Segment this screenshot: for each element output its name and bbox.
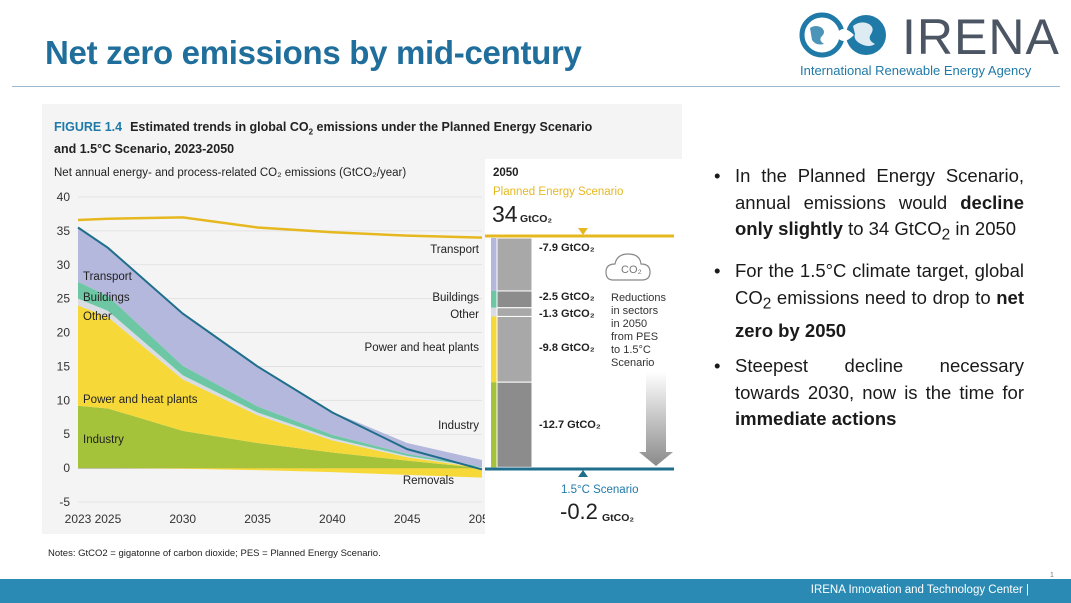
figure-title-line2: and 1.5°C Scenario, 2023-2050: [54, 141, 235, 156]
scenario-line: [77, 226, 483, 471]
reduction-sector-bar: [491, 238, 497, 291]
svg-text:to 1.5°C: to 1.5°C: [611, 344, 651, 356]
right-label-other: Other: [450, 309, 479, 321]
right-label-buildings: Buildings: [432, 292, 479, 304]
reduction-bar: [496, 237, 533, 292]
irena-logo: IRENA International Renewable Energy Age…: [798, 8, 1064, 82]
reduction-bar: [496, 290, 533, 309]
reduction-label: -7.9 GtCO₂: [539, 242, 595, 254]
y-tick-label: 10: [57, 393, 71, 407]
area-label-power: Power and heat plants: [83, 394, 198, 406]
key-points: In the Planned Energy Scenario, annual e…: [712, 163, 1024, 442]
right-label-transport: Transport: [430, 244, 480, 256]
svg-text:from PES: from PES: [611, 331, 658, 343]
panel-scenario-label: 1.5°C Scenario: [561, 484, 638, 496]
bullet-climate-target: For the 1.5°C climate target, global CO2…: [712, 258, 1024, 344]
reduction-label: -1.3 GtCO₂: [539, 308, 595, 320]
figure-title: FIGURE 1.4 Estimated trends in global CO2…: [54, 120, 593, 156]
reduction-bar: [496, 381, 533, 468]
page-number: 1: [1050, 572, 1054, 579]
reduction-label: -2.5 GtCO₂: [539, 291, 595, 303]
figure-label: FIGURE 1.4: [54, 120, 123, 134]
y-tick-label: 35: [57, 224, 71, 238]
panel-scenario-value: -0.2: [560, 499, 598, 524]
emissions-chart: Net annual energy- and process-related C…: [54, 159, 682, 534]
svg-text:in 2050: in 2050: [611, 318, 647, 330]
right-label-removals: Removals: [403, 475, 454, 487]
y-axis-title: Net annual energy- and process-related C…: [54, 167, 406, 179]
x-tick-label: 2030: [169, 512, 196, 526]
area-industry: [78, 405, 482, 469]
y-tick-label: 30: [57, 258, 71, 272]
panel-year: 2050: [493, 167, 519, 179]
panel-pes-value: 34: [492, 201, 518, 227]
co2-badge-text: CO₂: [621, 264, 642, 276]
panel-scenario-unit: GtCO₂: [602, 512, 634, 524]
x-tick-label: 2023: [65, 512, 92, 526]
y-tick-label: 15: [57, 359, 71, 373]
x-tick-label: 2040: [319, 512, 346, 526]
y-tick-label: 20: [57, 326, 71, 340]
reduction-sector-bar: [491, 316, 497, 383]
co2-cloud-icon: [605, 253, 651, 281]
reductions-note: Reductions in sectors in 2050 from PES t…: [611, 292, 667, 369]
bullet-planned-scenario: In the Planned Energy Scenario, annual e…: [712, 163, 1024, 249]
y-tick-label: 25: [57, 292, 71, 306]
svg-text:Scenario: Scenario: [611, 357, 654, 369]
reduction-label: -9.8 GtCO₂: [539, 342, 595, 354]
footer-text: IRENA Innovation and Technology Center |: [810, 584, 1029, 596]
reduction-sector-bar: [491, 307, 497, 317]
area-label-other: Other: [83, 311, 112, 323]
footer-bar: IRENA Innovation and Technology Center |: [0, 579, 1071, 603]
reduction-arrow: [639, 372, 673, 466]
reduction-bar: [496, 315, 533, 383]
right-label-power: Power and heat plants: [365, 342, 480, 354]
panel-pes-marker: [578, 228, 588, 235]
area-label-transport: Transport: [83, 271, 133, 283]
panel-pes-unit: GtCO₂: [520, 213, 552, 225]
logo-wordmark: IRENA: [902, 9, 1060, 65]
area-label-buildings: Buildings: [83, 292, 130, 304]
bullet-steepest-decline: Steepest decline necessary towards 2030,…: [712, 353, 1024, 433]
figure-panel: FIGURE 1.4 Estimated trends in global CO2…: [42, 104, 682, 534]
area-power-and-heat-plants: [78, 305, 482, 469]
figure-notes: Notes: GtCO2 = gigatonne of carbon dioxi…: [48, 548, 381, 559]
y-tick-label: 0: [63, 461, 70, 475]
x-tick-label: 2045: [394, 512, 421, 526]
slide-title: Net zero emissions by mid-century: [45, 34, 582, 71]
area-removals: [78, 468, 482, 478]
globe-infinity-icon: [799, 12, 886, 58]
reduction-sector-bar: [491, 290, 497, 308]
x-tick-label: 2025: [95, 512, 122, 526]
right-label-industry: Industry: [438, 420, 479, 432]
y-tick-label: -5: [59, 495, 70, 509]
panel-pes-label: Planned Energy Scenario: [493, 186, 623, 198]
y-tick-label: 5: [63, 427, 70, 441]
logo-tagline: International Renewable Energy Agency: [800, 63, 1032, 78]
area-label-industry: Industry: [83, 434, 124, 446]
pes-line: [77, 216, 483, 239]
y-tick-label: 40: [57, 190, 71, 204]
reduction-bar: [496, 307, 533, 317]
panel-scenario-marker: [578, 470, 588, 477]
x-tick-label: 2035: [244, 512, 271, 526]
reduction-label: -12.7 GtCO₂: [539, 419, 601, 431]
reduction-sector-bar: [491, 382, 497, 468]
title-divider: [12, 86, 1060, 87]
svg-text:in sectors: in sectors: [611, 305, 659, 317]
svg-text:Reductions: Reductions: [611, 292, 667, 304]
